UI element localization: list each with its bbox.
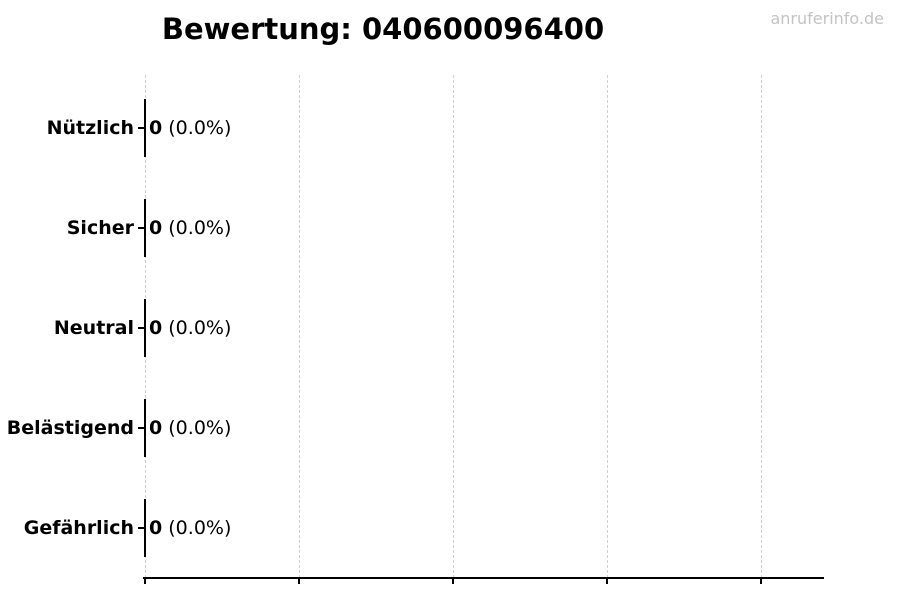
- gridline: [453, 75, 454, 578]
- x-axis-tick: [452, 578, 454, 584]
- bar-value: 0: [149, 417, 163, 439]
- chart-row-neutral: Neutral 0 (0.0%): [0, 298, 900, 358]
- gridline: [761, 75, 762, 578]
- y-axis-tick: [138, 127, 145, 129]
- zero-width-bar: [144, 499, 146, 557]
- chart-row-nuetzlich: Nützlich 0 (0.0%): [0, 98, 900, 158]
- category-label: Nützlich: [46, 117, 134, 139]
- zero-width-bar: [144, 299, 146, 357]
- bar-value: 0: [149, 217, 163, 239]
- gridline: [607, 75, 608, 578]
- bar-value: 0: [149, 117, 163, 139]
- y-axis-tick: [138, 327, 145, 329]
- chart-title: Bewertung: 040600096400: [161, 12, 605, 46]
- x-axis-line: [143, 577, 824, 579]
- x-axis-tick: [606, 578, 608, 584]
- gridline: [299, 75, 300, 578]
- bar-value-label: 0 (0.0%): [149, 298, 231, 358]
- bar-value-label: 0 (0.0%): [149, 198, 231, 258]
- x-axis-tick: [298, 578, 300, 584]
- bar-value-label: 0 (0.0%): [149, 398, 231, 458]
- category-label: Neutral: [53, 317, 134, 339]
- category-label: Sicher: [66, 217, 134, 239]
- bar-percentage: (0.0%): [162, 417, 232, 439]
- bar-percentage: (0.0%): [162, 217, 232, 239]
- bar-value-label: 0 (0.0%): [149, 98, 231, 158]
- category-label: Belästigend: [6, 417, 134, 439]
- bar-value: 0: [149, 317, 163, 339]
- zero-width-bar: [144, 399, 146, 457]
- chart-row-sicher: Sicher 0 (0.0%): [0, 198, 900, 258]
- x-axis-tick: [760, 578, 762, 584]
- bar-percentage: (0.0%): [162, 317, 232, 339]
- chart-row-belaestigend: Belästigend 0 (0.0%): [0, 398, 900, 458]
- watermark-text: anruferinfo.de: [770, 9, 884, 28]
- x-axis-tick: [144, 578, 146, 584]
- bar-value: 0: [149, 517, 163, 539]
- bar-percentage: (0.0%): [162, 117, 232, 139]
- zero-width-bar: [144, 99, 146, 157]
- y-axis-tick: [138, 427, 145, 429]
- bar-value-label: 0 (0.0%): [149, 498, 231, 558]
- chart-row-gefaehrlich: Gefährlich 0 (0.0%): [0, 498, 900, 558]
- y-axis-tick: [138, 227, 145, 229]
- bar-percentage: (0.0%): [162, 517, 232, 539]
- category-label: Gefährlich: [23, 517, 134, 539]
- zero-width-bar: [144, 199, 146, 257]
- y-axis-tick: [138, 527, 145, 529]
